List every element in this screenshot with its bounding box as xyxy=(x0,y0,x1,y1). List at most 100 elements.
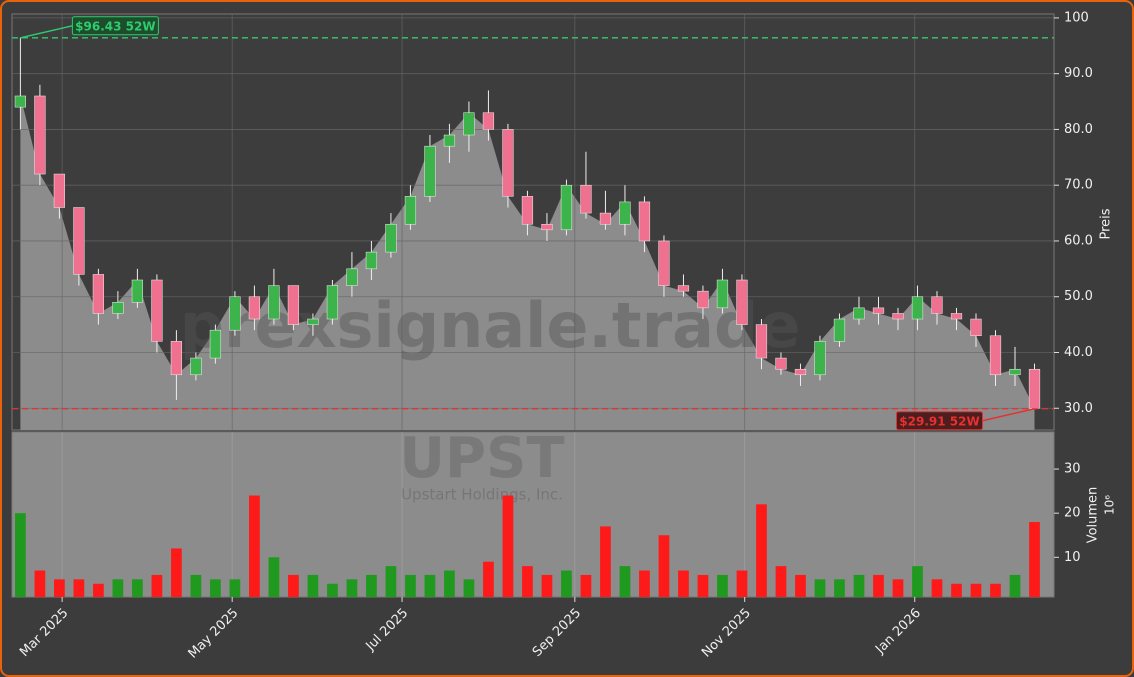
candle-body xyxy=(833,318,846,342)
y-tick-label: 20 xyxy=(1064,506,1081,521)
volume-bar xyxy=(678,570,689,597)
volume-bar xyxy=(561,570,572,597)
volume-bar xyxy=(93,583,104,597)
volume-bar xyxy=(795,574,806,597)
candle-body xyxy=(14,95,26,108)
candle-body xyxy=(248,296,261,320)
annotation-label: $96.43 52W xyxy=(75,19,155,33)
candle-body xyxy=(638,201,651,242)
candle-body xyxy=(911,296,924,320)
candle-body xyxy=(872,307,885,314)
volume-bar xyxy=(151,574,163,597)
candle-body xyxy=(1028,368,1041,409)
volume-bar xyxy=(736,570,748,597)
watermark-ticker: UPST xyxy=(399,426,564,491)
volume-bar xyxy=(912,566,923,597)
candle-body xyxy=(53,173,66,208)
candle-body xyxy=(814,341,826,376)
watermark-company: Upstart Holdings, Inc. xyxy=(401,486,563,504)
volume-bar xyxy=(424,574,436,597)
volume-bar xyxy=(249,495,260,597)
candle-body xyxy=(931,296,943,314)
volume-bar xyxy=(619,566,631,597)
volume-bar xyxy=(931,579,943,597)
candle-body xyxy=(385,223,397,253)
candle-body xyxy=(580,184,592,214)
close-area xyxy=(20,95,1035,430)
volume-bar xyxy=(697,574,709,597)
candle-body xyxy=(541,223,553,231)
candle-body xyxy=(326,285,339,320)
candle-body xyxy=(443,134,456,147)
candle-body xyxy=(1009,368,1021,376)
volume-bar xyxy=(268,557,280,597)
volume-bar xyxy=(541,574,553,597)
volume-bar xyxy=(229,579,241,597)
volume-bar xyxy=(73,579,85,597)
candle-body xyxy=(560,184,573,231)
candle-body xyxy=(209,329,222,359)
annotation-label: $29.91 52W xyxy=(899,414,979,428)
watermark: prexsignale.trade xyxy=(180,289,801,362)
candle-body xyxy=(697,290,709,309)
volume-bar xyxy=(834,579,845,597)
volume-bar xyxy=(307,574,319,597)
y-tick-label: 70.0 xyxy=(1064,178,1093,193)
y-tick-label: 10 xyxy=(1064,550,1081,565)
volume-bar xyxy=(892,579,904,597)
y-tick-label: 50.0 xyxy=(1064,289,1093,304)
volume-bar xyxy=(873,574,884,597)
candle-body xyxy=(716,279,729,309)
volume-bar xyxy=(366,574,377,597)
volume-bar xyxy=(1029,522,1040,597)
annotation-box xyxy=(895,411,983,431)
y-tick-label: 80.0 xyxy=(1064,122,1093,137)
y-tick-label: 30.0 xyxy=(1064,401,1093,416)
volume-bar xyxy=(171,548,182,597)
candle-body xyxy=(755,324,768,359)
volume-bar xyxy=(580,574,592,597)
volume-bar xyxy=(522,566,533,597)
volume-bar xyxy=(112,579,124,597)
annotation-arrow xyxy=(20,25,73,39)
volume-bar xyxy=(463,579,475,597)
candle-body xyxy=(775,357,787,370)
candle-body xyxy=(151,279,163,342)
volume-panel xyxy=(11,431,1055,598)
candle-body xyxy=(287,285,300,325)
candle-body xyxy=(112,302,124,314)
y-tick-label: 60.0 xyxy=(1064,233,1093,248)
volume-bar xyxy=(15,513,26,597)
volume-bar xyxy=(210,579,221,597)
candle-body xyxy=(619,201,631,225)
candle-body xyxy=(307,318,319,325)
candle-body xyxy=(268,285,280,320)
volume-bar xyxy=(853,574,865,597)
volume-bar xyxy=(951,583,962,597)
candle-body xyxy=(229,296,241,331)
y-tick-label: 100 xyxy=(1064,10,1089,25)
candle-body xyxy=(482,112,495,130)
candle-body xyxy=(346,268,358,286)
volume-axis-label: Volumen xyxy=(1086,487,1101,544)
candle-body xyxy=(658,240,670,286)
volume-bar xyxy=(34,570,46,597)
volume-bar xyxy=(639,570,650,597)
candle-body xyxy=(365,251,378,270)
volume-bar xyxy=(814,579,826,597)
candle-body xyxy=(950,313,963,320)
volume-bar xyxy=(775,566,787,597)
candle-body xyxy=(404,196,417,225)
candle-body xyxy=(599,212,612,225)
y-tick-label: 40.0 xyxy=(1064,345,1093,360)
candle-body xyxy=(131,279,144,303)
volume-bar xyxy=(756,504,767,597)
y-tick-label: 90.0 xyxy=(1064,66,1093,81)
candle-body xyxy=(73,207,85,275)
volume-bar xyxy=(502,495,514,597)
candle-body xyxy=(190,357,202,376)
candle-body xyxy=(34,95,46,175)
volume-bar xyxy=(658,535,670,597)
